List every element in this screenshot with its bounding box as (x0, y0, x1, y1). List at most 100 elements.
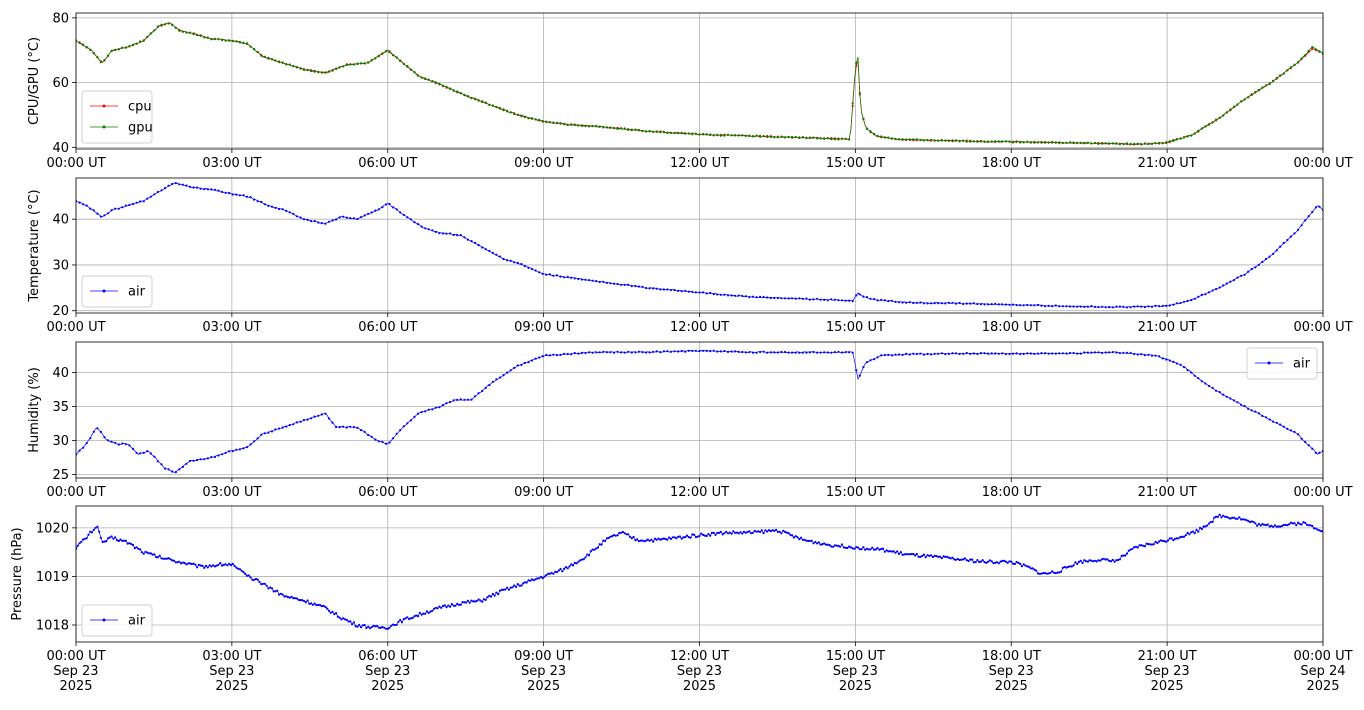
data-point (716, 531, 719, 535)
data-point (1033, 304, 1036, 307)
data-point (575, 562, 578, 565)
data-point (90, 531, 94, 534)
data-point (1019, 141, 1022, 144)
data-point (840, 137, 844, 140)
data-point (552, 274, 555, 277)
data-point (705, 534, 708, 538)
data-point (696, 535, 699, 538)
data-point (1264, 524, 1268, 527)
data-point (197, 563, 200, 567)
data-point (317, 70, 320, 73)
data-point (335, 612, 338, 615)
data-point (702, 349, 705, 352)
series-air (76, 182, 1323, 309)
data-point (103, 59, 106, 62)
data-point (1054, 352, 1057, 355)
data-point (1033, 352, 1036, 355)
data-point (976, 559, 979, 562)
data-point (1254, 266, 1257, 269)
data-point (682, 536, 685, 539)
data-point (894, 300, 897, 303)
data-point (876, 134, 879, 137)
data-point (449, 605, 452, 608)
data-point (1122, 305, 1125, 308)
data-point (1072, 141, 1075, 145)
data-point (1272, 252, 1275, 255)
data-point (687, 536, 690, 539)
data-point (139, 40, 142, 44)
data-point (213, 38, 217, 41)
data-point (174, 471, 177, 474)
data-point (595, 547, 598, 550)
data-point (1058, 352, 1061, 355)
data-point (1282, 523, 1285, 527)
data-point (1197, 295, 1200, 298)
data-point (231, 562, 234, 565)
data-point (947, 301, 951, 304)
data-point (937, 139, 940, 142)
data-point (826, 351, 829, 354)
data-point (495, 106, 498, 109)
data-point (443, 604, 446, 607)
data-point (1118, 143, 1121, 146)
data-point (121, 206, 124, 209)
data-point (623, 532, 626, 535)
data-point (1264, 84, 1268, 87)
data-point (728, 531, 731, 534)
data-point (1149, 543, 1152, 546)
data-point (666, 288, 669, 291)
data-point (456, 398, 459, 401)
data-point (563, 276, 566, 279)
data-point (473, 241, 477, 244)
data-point (172, 559, 176, 562)
data-point (267, 57, 270, 60)
data-point (1263, 523, 1266, 526)
data-point (206, 36, 209, 39)
data-point (951, 352, 954, 355)
data-point (906, 553, 910, 556)
data-point (794, 297, 797, 300)
data-point (413, 221, 416, 224)
data-point (673, 289, 676, 292)
data-point (235, 566, 238, 569)
data-point (1115, 351, 1118, 354)
data-point (962, 139, 965, 142)
data-point (1279, 74, 1282, 77)
data-point (395, 56, 398, 59)
data-point (488, 249, 491, 252)
data-point (121, 442, 124, 445)
data-point (185, 184, 188, 187)
y-tick-label: 40 (52, 213, 69, 228)
data-point (171, 559, 174, 562)
data-point (967, 559, 970, 563)
data-point (969, 558, 972, 561)
data-point (445, 402, 448, 405)
data-point (1277, 525, 1280, 528)
data-point (645, 286, 648, 290)
data-point (987, 560, 990, 563)
data-point (680, 132, 683, 135)
data-point (160, 557, 163, 560)
data-point (700, 532, 703, 535)
data-point (427, 408, 430, 411)
data-point (905, 553, 908, 556)
data-point (1111, 351, 1114, 354)
data-point (146, 450, 149, 453)
data-point (167, 468, 170, 471)
data-point (584, 556, 587, 559)
data-point (1079, 559, 1082, 563)
data-point (240, 569, 243, 572)
data-point (244, 572, 247, 576)
data-point (570, 353, 573, 356)
data-point (1309, 524, 1312, 527)
data-point (261, 582, 265, 585)
data-point (511, 586, 514, 589)
data-point (744, 531, 747, 534)
data-point (598, 280, 601, 284)
data-point (121, 46, 124, 49)
data-point (1026, 140, 1029, 143)
data-point (687, 132, 690, 135)
data-point (203, 188, 206, 191)
data-point (107, 537, 110, 540)
data-point (878, 548, 881, 551)
